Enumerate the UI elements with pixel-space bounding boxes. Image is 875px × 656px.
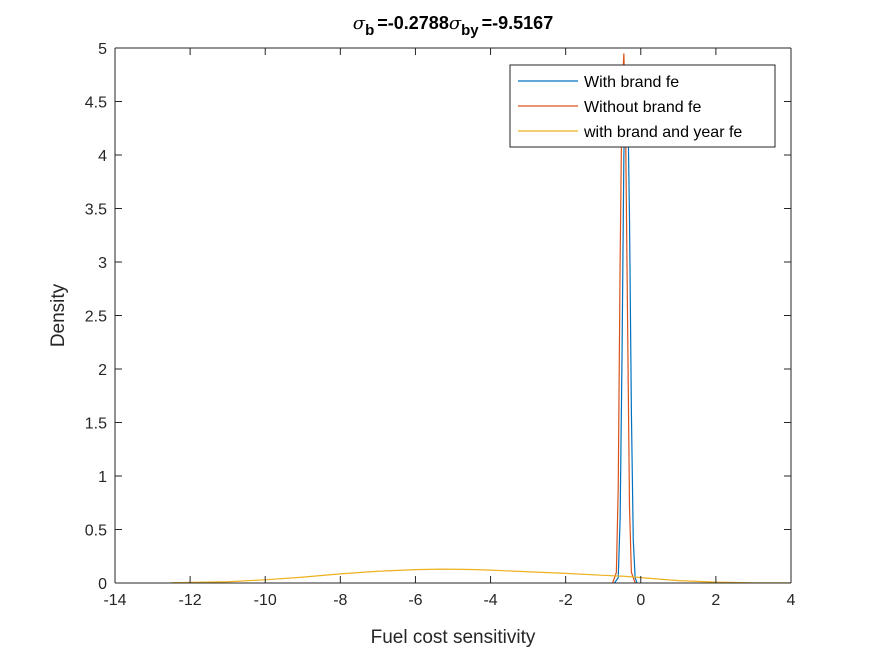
y-tick-label-9: 4.5 xyxy=(85,95,107,112)
y-tick-label-0: 0 xyxy=(98,576,107,593)
title-symbol-0: σ xyxy=(353,13,366,34)
y-tick-label-3: 1.5 xyxy=(85,416,107,433)
y-tick-label-7: 3.5 xyxy=(85,202,107,219)
y-tick-label-6: 3 xyxy=(98,255,107,272)
series-line-3 xyxy=(171,568,792,584)
title-subscript-1: by xyxy=(461,22,479,39)
y-tick-label-2: 1 xyxy=(98,469,107,486)
x-tick-label-4: -6 xyxy=(408,592,422,609)
legend-label-1: With brand fe xyxy=(584,74,679,91)
series-line-2 xyxy=(612,53,636,584)
chart-title-text: σb =-0.2788σby =-9.5167 xyxy=(353,13,553,39)
x-tick-label-1: -12 xyxy=(179,592,202,609)
y-tick-label-8: 4 xyxy=(98,148,107,165)
x-tick-label-2: -10 xyxy=(254,592,277,609)
y-axis-label: Density xyxy=(48,283,69,347)
x-tick-label-3: -8 xyxy=(333,592,347,609)
title-value-0: =-0.2788 xyxy=(377,13,449,33)
x-tick-label-0: -14 xyxy=(103,592,126,609)
chart-title: σb =-0.2788σby =-9.5167 xyxy=(353,13,553,39)
y-tick-label-10: 5 xyxy=(98,41,107,58)
x-tick-label-6: -2 xyxy=(559,592,573,609)
y-tick-label-5: 2.5 xyxy=(85,309,107,326)
legend-label-3: with brand and year fe xyxy=(583,124,742,141)
legend-label-2: Without brand fe xyxy=(584,99,702,116)
y-tick-label-1: 0.5 xyxy=(85,523,107,540)
x-tick-label-9: 4 xyxy=(787,592,796,609)
x-tick-label-7: 0 xyxy=(636,592,645,609)
x-tick-label-8: 2 xyxy=(711,592,720,609)
x-tick-label-5: -4 xyxy=(483,592,497,609)
title-subscript-0: b xyxy=(365,22,374,39)
axes-layer: -14 -12 -10 -8 -6 -4 -2 0 2 4 0 0.5 1 1.5 2 2.5 3 3.5 4 4.5… xyxy=(48,41,796,648)
legend: With brand fe Without brand fe with brand … xyxy=(509,64,776,148)
x-axis-label: Fuel cost sensitivity xyxy=(371,627,536,648)
title-symbol-1: σ xyxy=(449,13,462,34)
y-tick-label-4: 2 xyxy=(98,362,107,379)
title-value-1: =-9.5167 xyxy=(482,13,554,33)
